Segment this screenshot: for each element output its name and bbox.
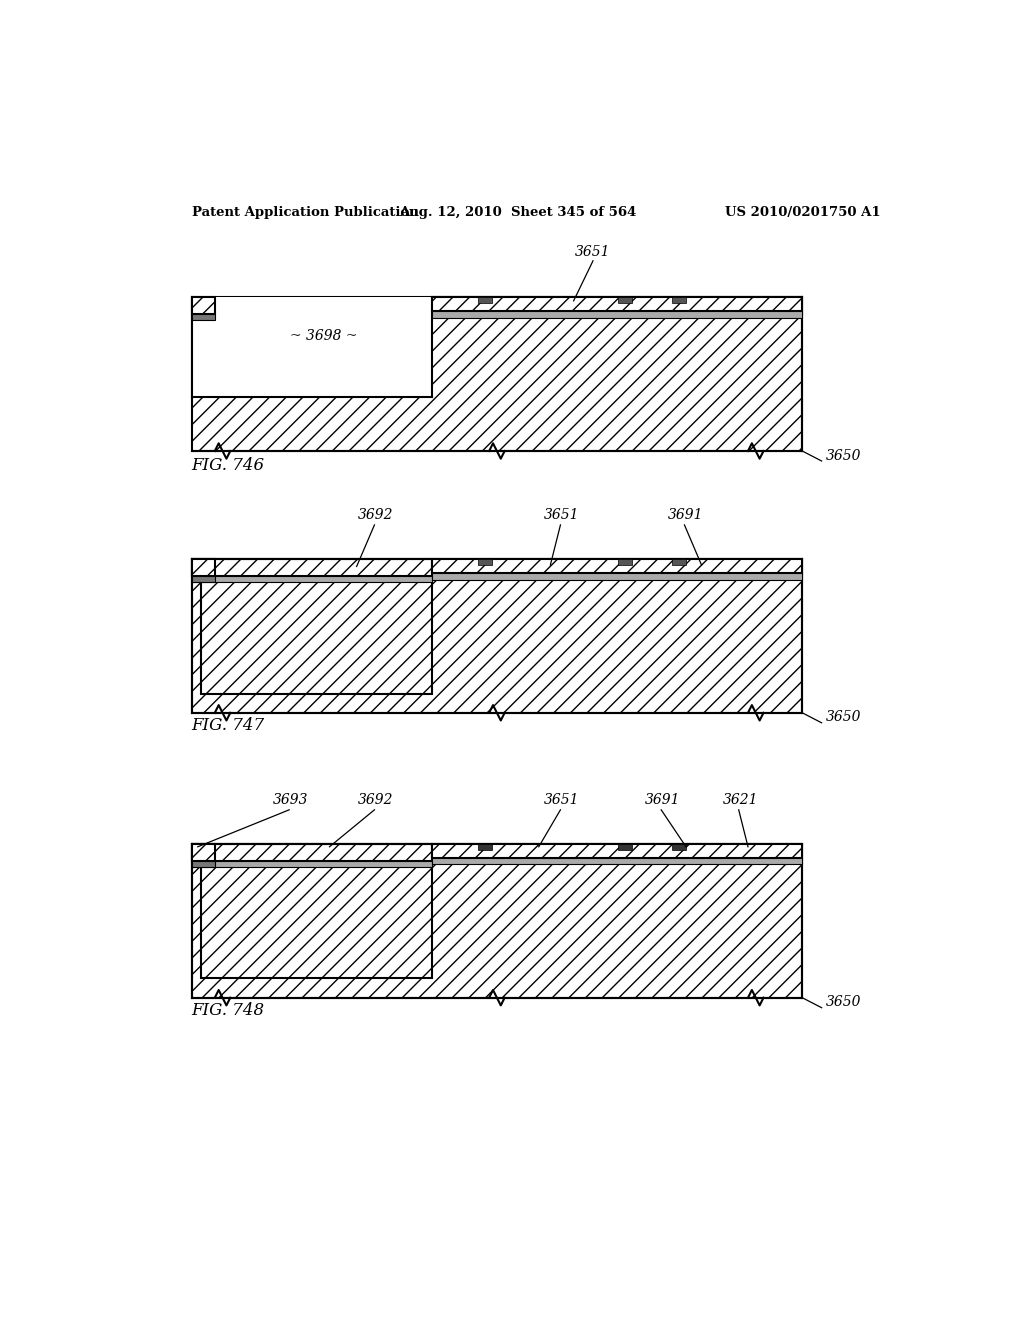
Text: FIG. 748: FIG. 748 <box>191 1002 264 1019</box>
Bar <box>191 861 432 867</box>
Bar <box>617 843 632 850</box>
Bar <box>432 843 802 858</box>
Text: 3692: 3692 <box>358 793 394 807</box>
Text: 3650: 3650 <box>825 710 861 725</box>
Bar <box>191 843 802 998</box>
Bar <box>478 297 493 304</box>
Text: 3691: 3691 <box>669 508 703 521</box>
Bar <box>191 314 215 321</box>
Bar <box>191 558 215 576</box>
Bar <box>432 573 802 579</box>
Bar <box>432 858 802 865</box>
Text: 3651: 3651 <box>544 508 580 521</box>
Text: 3651: 3651 <box>575 244 610 259</box>
Text: 3692: 3692 <box>358 508 394 521</box>
Bar <box>478 558 493 565</box>
Text: FIG. 747: FIG. 747 <box>191 717 264 734</box>
Text: 3693: 3693 <box>273 793 308 807</box>
Bar <box>672 297 686 304</box>
Bar <box>617 297 632 304</box>
Text: FIG. 746: FIG. 746 <box>191 457 264 474</box>
Bar <box>191 576 432 582</box>
Text: ~ 3698 ~: ~ 3698 ~ <box>290 329 357 343</box>
Text: Aug. 12, 2010  Sheet 345 of 564: Aug. 12, 2010 Sheet 345 of 564 <box>399 206 637 219</box>
Text: 3691: 3691 <box>645 793 681 807</box>
Bar <box>672 558 686 565</box>
Bar <box>432 297 802 312</box>
Bar <box>191 297 432 397</box>
Bar <box>617 558 632 565</box>
Bar <box>201 578 432 693</box>
Bar <box>191 297 215 314</box>
Bar <box>191 843 432 861</box>
Bar <box>191 297 802 451</box>
Bar <box>191 576 215 582</box>
Bar <box>432 312 802 318</box>
Text: US 2010/0201750 A1: US 2010/0201750 A1 <box>725 206 881 219</box>
Bar <box>432 558 802 573</box>
Bar <box>201 863 432 978</box>
Bar <box>191 861 215 867</box>
Text: 3651: 3651 <box>544 793 580 807</box>
Bar <box>672 843 686 850</box>
Text: 3650: 3650 <box>825 995 861 1010</box>
Bar <box>478 843 493 850</box>
Bar <box>191 558 802 713</box>
Text: 3621: 3621 <box>723 793 758 807</box>
Text: 3650: 3650 <box>825 449 861 462</box>
Bar <box>191 558 432 576</box>
Bar <box>191 843 215 861</box>
Text: Patent Application Publication: Patent Application Publication <box>191 206 418 219</box>
